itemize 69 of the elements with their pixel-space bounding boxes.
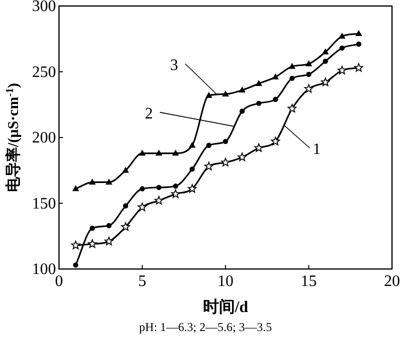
y-tick-label: 250 [32, 64, 56, 81]
point [71, 240, 80, 250]
x-axis-title: 时间/d [202, 298, 248, 316]
point [140, 186, 145, 192]
point [172, 184, 178, 189]
point [205, 92, 212, 98]
x-tick-label: 15 [300, 273, 317, 290]
point [306, 72, 312, 77]
point [90, 226, 95, 231]
point [354, 63, 364, 72]
point [121, 222, 130, 231]
legend-label: 2 [144, 105, 153, 122]
point [304, 84, 314, 93]
point [73, 262, 78, 268]
point [154, 196, 164, 204]
point [172, 150, 179, 156]
y-tick-label: 150 [32, 195, 56, 212]
point [104, 236, 114, 246]
point [272, 73, 279, 80]
point [338, 32, 346, 39]
point [288, 104, 297, 112]
point [72, 185, 80, 192]
point [240, 108, 245, 114]
x-tick-label: 0 [55, 273, 63, 290]
point [106, 178, 112, 185]
point [156, 184, 162, 190]
text: pH: 1—6.3; 2—5.6; 3—3.5 [139, 320, 272, 334]
point [221, 158, 230, 166]
point [138, 202, 147, 212]
point [156, 150, 162, 156]
x-tick-label: 20 [384, 273, 400, 290]
y-tick-label: 300 [32, 0, 56, 15]
point [256, 100, 262, 106]
point [355, 30, 362, 36]
y-tick-label: 200 [32, 130, 56, 146]
point [138, 150, 146, 156]
point [171, 189, 180, 198]
point [204, 162, 214, 170]
point [238, 86, 246, 93]
text: 3 [170, 56, 178, 74]
point [123, 203, 128, 208]
y-tick-label: 100 [32, 261, 56, 278]
point [88, 239, 97, 248]
point [88, 178, 96, 185]
point [272, 96, 278, 102]
point [255, 80, 262, 86]
x-tick-label: 10 [218, 273, 234, 290]
point [305, 60, 312, 66]
point [322, 48, 329, 54]
point [339, 45, 345, 51]
point [122, 166, 129, 173]
x-tick-label: 5 [138, 273, 146, 290]
point [322, 58, 328, 64]
point [254, 143, 264, 152]
point [356, 42, 362, 47]
point [222, 138, 228, 144]
point [271, 136, 280, 146]
point [290, 76, 295, 81]
point [238, 152, 247, 162]
point [190, 166, 195, 172]
point [288, 62, 296, 69]
point [338, 66, 346, 74]
point [188, 184, 197, 193]
point [222, 90, 229, 97]
text: 1 [312, 141, 321, 158]
point [320, 78, 330, 86]
point [206, 142, 212, 148]
point [106, 223, 112, 228]
point [188, 142, 196, 148]
